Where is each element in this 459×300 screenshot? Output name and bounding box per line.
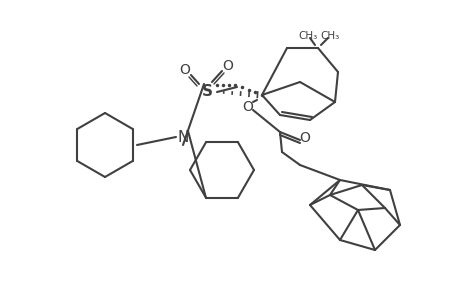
Text: O: O xyxy=(222,59,233,73)
Text: S: S xyxy=(201,85,212,100)
Text: N: N xyxy=(177,130,188,145)
Text: CH₃: CH₃ xyxy=(319,31,339,41)
Text: O: O xyxy=(242,100,253,114)
Text: CH₃: CH₃ xyxy=(298,31,317,41)
Text: O: O xyxy=(299,131,310,145)
Text: O: O xyxy=(179,63,190,77)
